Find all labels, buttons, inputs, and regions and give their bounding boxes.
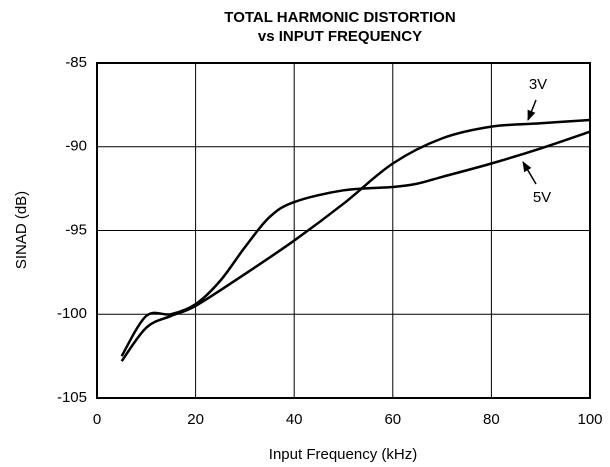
series-line [120,118,591,362]
y-axis-label: SINAD (dB) [13,191,30,269]
y-tick-label: -105 [57,389,87,406]
x-tick-label: 0 [93,411,101,428]
series-label: 5V [533,189,551,206]
x-axis-label: Input Frequency (kHz) [269,446,417,463]
x-tick-label: 80 [483,411,500,428]
series-line [120,130,591,357]
chart-subtitle: vs INPUT FREQUENCY [258,28,422,45]
y-tick-label: -85 [65,54,87,71]
chart-title: TOTAL HARMONIC DISTORTION [224,9,455,26]
plot-frame [96,62,591,399]
x-tick-label: 20 [187,411,204,428]
label-arrow [522,161,537,185]
series-label: 3V [529,76,547,93]
x-tick-label: 60 [384,411,401,428]
label-arrow [527,99,537,121]
y-tick-label: -100 [57,305,87,322]
y-tick-label: -95 [65,221,87,238]
y-tick-label: -90 [65,138,87,155]
x-tick-label: 100 [577,411,602,428]
x-tick-label: 40 [286,411,303,428]
